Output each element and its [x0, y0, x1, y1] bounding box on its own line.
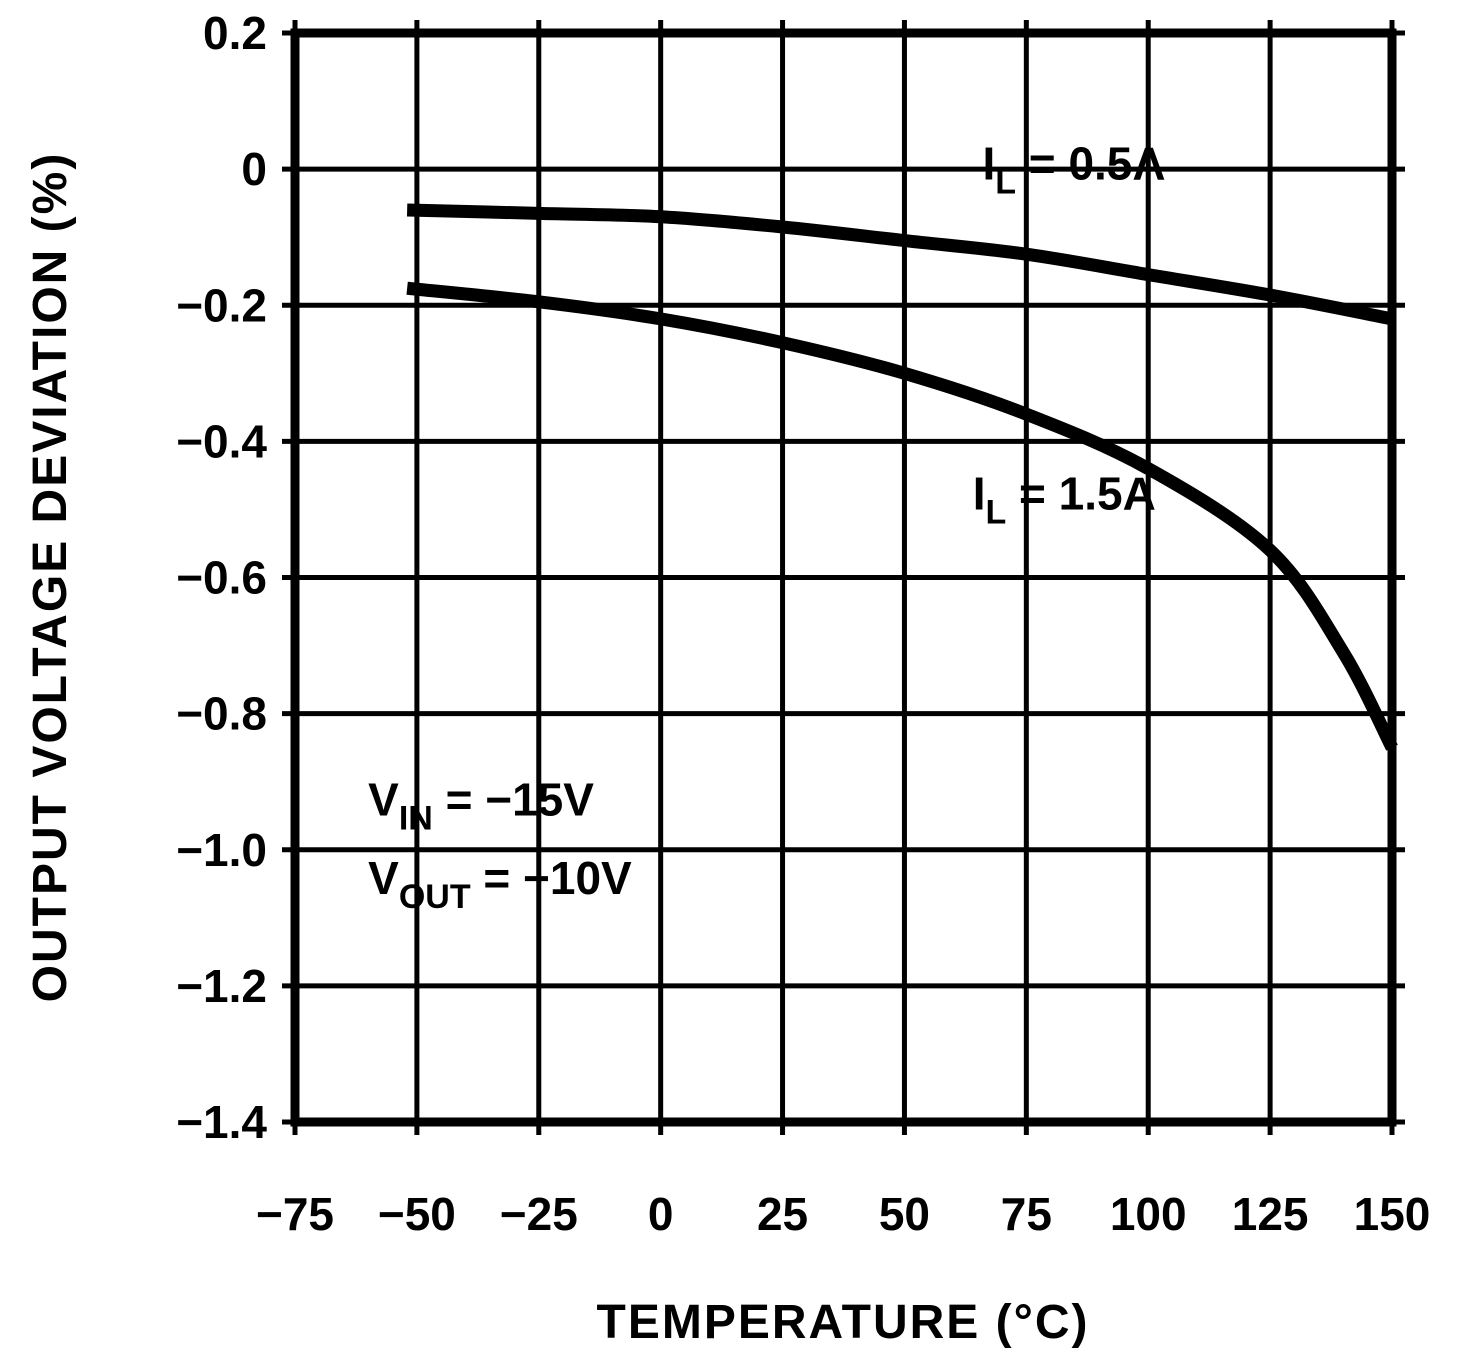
grid-layer: [282, 20, 1405, 1135]
ytick-labels-layer: 0.2 0 −0.2 −0.4 −0.6 −0.8 −1.0 −1.2 −1.4: [176, 7, 267, 1148]
annotations-layer: VIN = −15V VOUT = −10V: [368, 774, 632, 916]
y-tick-label: −1.4: [176, 1096, 267, 1148]
x-axis-title: TEMPERATURE (°C): [597, 1296, 1090, 1349]
x-tick-label: 25: [757, 1188, 808, 1240]
x-tick-label: 50: [879, 1188, 930, 1240]
y-tick-label: −0.6: [176, 552, 267, 604]
y-tick-label: −0.8: [176, 688, 267, 740]
series-label: IL = 0.5A: [982, 137, 1165, 201]
y-tick-label: −1.0: [176, 824, 267, 876]
x-tick-label: −75: [256, 1188, 334, 1240]
x-tick-label: 0: [648, 1188, 674, 1240]
x-tick-label: −50: [378, 1188, 456, 1240]
y-tick-label: −0.4: [176, 415, 267, 467]
y-tick-label: 0: [241, 143, 267, 195]
y-tick-label: −0.2: [176, 279, 267, 331]
annotation-label: VIN = −15V: [368, 774, 594, 838]
series-labels-layer: IL = 0.5A IL = 1.5A: [973, 137, 1166, 531]
series-label: IL = 1.5A: [973, 467, 1156, 531]
y-tick-label: 0.2: [203, 7, 267, 59]
series-curve: [406, 281, 1398, 751]
x-tick-label: 125: [1232, 1188, 1309, 1240]
xtick-labels-layer: −75 −50 −25 0 25 50 75 100 125 150: [256, 1188, 1430, 1240]
y-tick-label: −1.2: [176, 960, 267, 1012]
annotation-label: VOUT = −10V: [368, 852, 632, 916]
plot-frame: [290, 28, 1397, 1127]
x-tick-label: −25: [500, 1188, 578, 1240]
x-tick-label: 75: [1001, 1188, 1052, 1240]
y-axis-title: OUTPUT VOLTAGE DEVIATION (%): [24, 152, 77, 1003]
x-tick-label: 150: [1354, 1188, 1431, 1240]
curves-layer: [406, 203, 1398, 751]
series-curve: [406, 203, 1394, 326]
x-tick-label: 100: [1110, 1188, 1187, 1240]
